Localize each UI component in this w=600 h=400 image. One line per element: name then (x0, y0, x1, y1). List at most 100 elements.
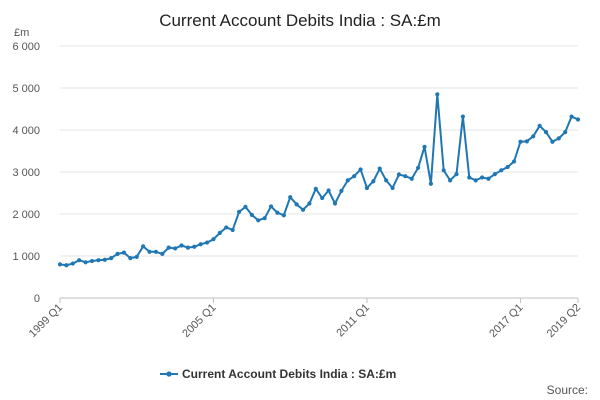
data-point (243, 204, 248, 209)
x-axis-ticks: 1999 Q1 2005 Q1 2011 Q1 2017 Q1 2019 Q2 (27, 298, 583, 340)
x-tick-label: 2017 Q1 (487, 302, 525, 340)
data-point (448, 178, 453, 183)
legend[interactable]: Current Account Debits India : SA:£m (160, 367, 396, 381)
chart-title: Current Account Debits India : SA:£m (159, 11, 441, 30)
data-point (428, 181, 434, 186)
data-point (300, 207, 306, 212)
data-point (294, 202, 299, 207)
data-point (70, 261, 75, 266)
data-point (192, 244, 197, 249)
x-tick-label: 2019 Q2 (545, 302, 583, 340)
data-point (403, 174, 408, 179)
data-point (486, 176, 491, 181)
data-point (499, 168, 504, 173)
data-point (537, 123, 542, 128)
data-point (377, 166, 382, 171)
data-point (281, 213, 286, 218)
data-point (147, 249, 152, 254)
data-point (313, 186, 318, 191)
data-point (166, 245, 171, 250)
data-point (102, 257, 107, 262)
data-point (179, 243, 184, 248)
data-point (575, 117, 581, 122)
data-point (275, 210, 280, 215)
data-point (479, 175, 485, 180)
data-point (569, 114, 574, 119)
data-point (352, 174, 357, 179)
data-point (454, 172, 459, 177)
data-point (160, 251, 165, 256)
y-tick-label: 4 000 (12, 125, 40, 137)
legend-label: Current Account Debits India : SA:£m (182, 367, 396, 381)
data-point (236, 209, 242, 214)
data-point (153, 249, 159, 254)
data-point (511, 159, 517, 164)
data-point (550, 139, 555, 144)
data-point (384, 178, 389, 183)
y-tick-label: 1 000 (12, 251, 40, 263)
series-layer (57, 92, 581, 268)
series-line (59, 93, 579, 267)
y-tick-label: 2 000 (12, 209, 40, 221)
data-point (371, 179, 376, 184)
data-point (339, 188, 344, 193)
data-point (543, 130, 549, 135)
data-point (224, 225, 229, 230)
y-tick-label: 0 (34, 293, 40, 305)
data-point (492, 172, 497, 177)
data-point (422, 144, 427, 149)
data-point (524, 139, 529, 144)
data-point (217, 230, 222, 235)
y-tick-label: 5 000 (12, 83, 40, 95)
grid-lines (60, 45, 578, 257)
x-tick-label: 2005 Q1 (180, 302, 218, 340)
data-point (326, 188, 331, 193)
data-point (83, 260, 88, 265)
data-point (518, 139, 523, 144)
data-point (64, 263, 69, 268)
data-point (441, 168, 446, 173)
data-point (320, 195, 325, 201)
data-point (256, 218, 261, 223)
y-axis-ticks: 0 1 000 2 000 3 000 4 000 5 000 6 000 (12, 41, 40, 305)
data-point (211, 237, 216, 242)
data-point (128, 256, 133, 261)
data-point (332, 201, 338, 206)
data-point (416, 165, 421, 170)
data-point (173, 246, 178, 251)
data-point (57, 262, 63, 267)
source-label: Source: (547, 383, 588, 397)
data-point (396, 172, 402, 177)
data-point (556, 136, 561, 141)
x-tick-label: 2011 Q1 (334, 302, 372, 340)
legend-marker (166, 371, 172, 377)
data-point (268, 204, 274, 209)
data-point (307, 201, 312, 206)
data-point (473, 178, 478, 183)
data-point (288, 195, 293, 200)
data-point (358, 167, 363, 172)
data-point (121, 250, 127, 255)
data-point (409, 176, 414, 181)
data-point (435, 92, 440, 97)
data-point (345, 178, 350, 183)
data-point (505, 164, 510, 170)
data-point (185, 245, 190, 250)
data-point (364, 185, 370, 191)
y-tick-label: 3 000 (12, 167, 40, 179)
data-point (262, 216, 267, 221)
data-point (134, 254, 139, 259)
x-tick-label: 1999 Q1 (27, 302, 65, 340)
data-point (390, 185, 395, 191)
data-point (460, 114, 465, 119)
data-point (198, 242, 203, 247)
data-point (467, 175, 472, 180)
data-point (249, 212, 254, 217)
data-point (230, 227, 235, 233)
data-point (115, 251, 120, 256)
data-point (141, 244, 146, 249)
data-point (96, 258, 101, 263)
data-point (89, 258, 95, 264)
data-point (563, 130, 568, 135)
